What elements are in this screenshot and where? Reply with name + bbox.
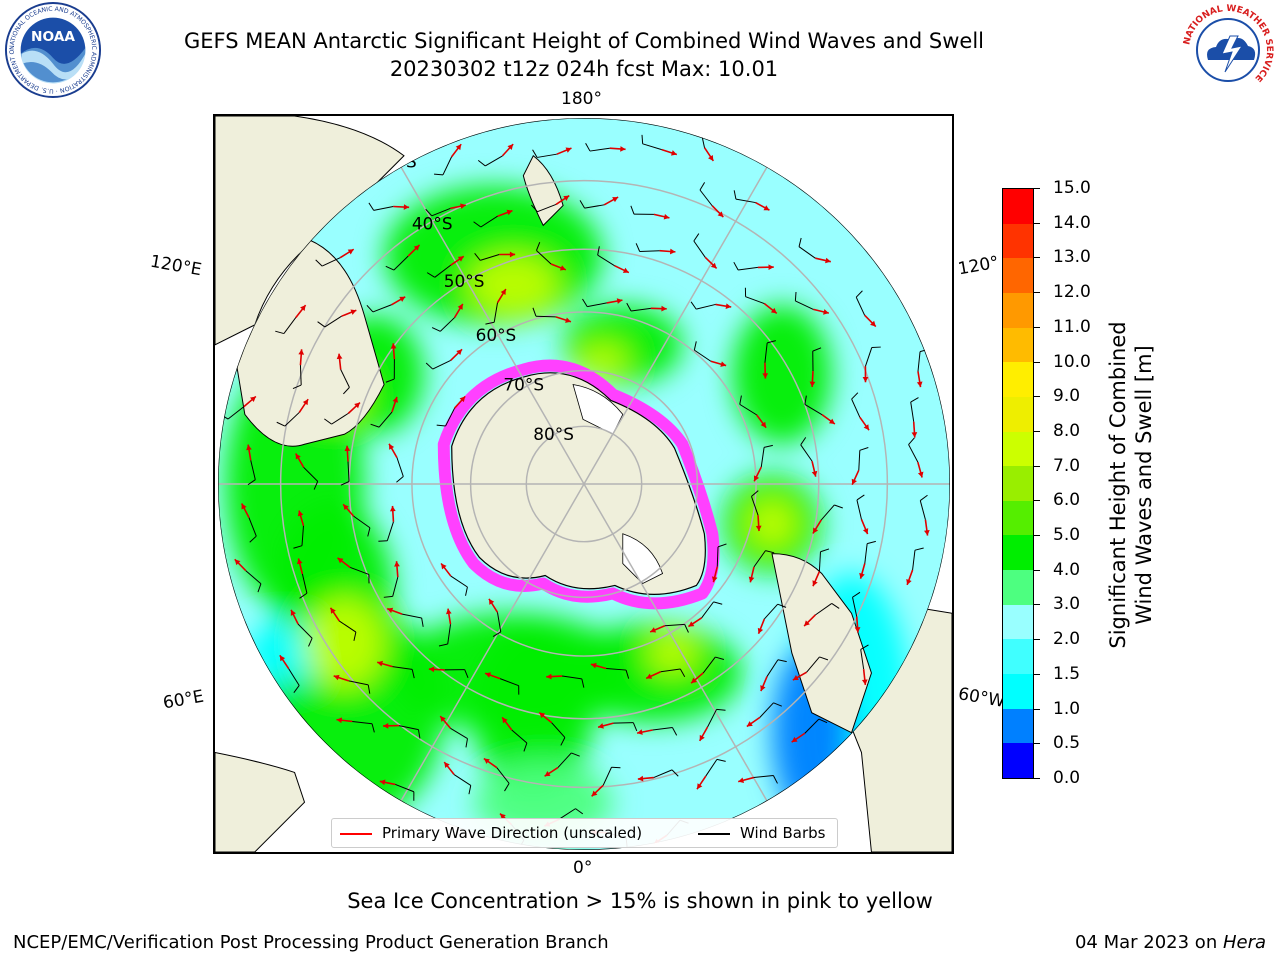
lon-label-120w: 120° bbox=[956, 252, 1001, 280]
colorbar-swatch bbox=[1003, 604, 1033, 640]
lat-label-70s: 70°S bbox=[503, 375, 544, 395]
colorbar-swatch bbox=[1003, 638, 1033, 675]
lon-label-60e: 60°E bbox=[161, 686, 206, 714]
colorbar-tick-mark bbox=[1034, 604, 1040, 606]
colorbar-tick-label: 8.0 bbox=[1053, 420, 1081, 441]
colorbar-label: Significant Height of Combined Wind Wave… bbox=[1105, 185, 1157, 785]
chart-title: GEFS MEAN Antarctic Significant Height o… bbox=[0, 27, 1168, 83]
polar-map: 30°S 40°S 50°S 60°S 70°S 80°S bbox=[215, 116, 952, 852]
colorbar-swatch bbox=[1003, 292, 1033, 328]
lat-label-80s: 80°S bbox=[533, 424, 574, 444]
colorbar-tick-label: 14.0 bbox=[1053, 212, 1091, 233]
title-line-1: GEFS MEAN Antarctic Significant Height o… bbox=[183, 29, 985, 53]
colorbar-tick-label: 5.0 bbox=[1053, 525, 1081, 546]
colorbar-tick-label: 0.0 bbox=[1053, 768, 1081, 788]
colorbar-tick-label: 7.0 bbox=[1053, 455, 1081, 476]
colorbar-tick-mark bbox=[1034, 361, 1040, 363]
colorbar-tick-mark bbox=[1034, 673, 1040, 675]
colorbar-swatch bbox=[1003, 396, 1033, 432]
colorbar-tick-label: 15.0 bbox=[1053, 178, 1091, 198]
title-line-2: 20230302 t12z 024h fcst Max: 10.01 bbox=[389, 57, 779, 81]
colorbar-tick-label: 3.0 bbox=[1053, 594, 1081, 615]
colorbar-tick-label: 9.0 bbox=[1053, 386, 1081, 407]
wind-barbs bbox=[220, 122, 929, 849]
nws-logo: NATIONAL WEATHER SERVICE bbox=[1180, 2, 1276, 98]
colorbar-tick-mark bbox=[1034, 326, 1040, 328]
lat-label-60s: 60°S bbox=[476, 325, 517, 345]
colorbar-swatch bbox=[1003, 742, 1033, 778]
colorbar-swatch bbox=[1003, 708, 1033, 744]
colorbar-tick-label: 0.5 bbox=[1053, 733, 1081, 754]
colorbar-tick-label: 2.0 bbox=[1053, 629, 1081, 650]
noaa-logo-text: NOAA bbox=[31, 29, 75, 45]
colorbar-tick-mark bbox=[1034, 396, 1040, 398]
colorbar-tick-label: 1.5 bbox=[1053, 663, 1081, 684]
colorbar-swatch bbox=[1003, 361, 1033, 397]
map-panel: 30°S 40°S 50°S 60°S 70°S 80°S bbox=[213, 114, 954, 854]
colorbar-tick-mark bbox=[1034, 743, 1040, 745]
colorbar-tick-label: 11.0 bbox=[1053, 316, 1091, 337]
colorbar-swatch bbox=[1003, 673, 1033, 709]
colorbar-swatch bbox=[1003, 257, 1033, 293]
colorbar-tick-mark bbox=[1034, 639, 1040, 641]
lon-label-0: 0° bbox=[573, 858, 593, 878]
colorbar-tick-mark bbox=[1034, 778, 1040, 779]
sea-ice-note: Sea Ice Concentration > 15% is shown in … bbox=[347, 889, 933, 913]
lon-label-120e: 120°E bbox=[148, 251, 204, 281]
footer-credit: NCEP/EMC/Verification Post Processing Pr… bbox=[13, 932, 609, 953]
lat-label-50s: 50°S bbox=[444, 271, 485, 291]
colorbar-tick-mark bbox=[1034, 257, 1040, 259]
colorbar-label-line1: Significant Height of Combined bbox=[1106, 321, 1130, 649]
legend-barb-line bbox=[698, 833, 730, 835]
colorbar-swatch bbox=[1003, 223, 1033, 259]
colorbar-tick-mark bbox=[1034, 569, 1040, 571]
colorbar-swatch bbox=[1003, 327, 1033, 363]
legend-barb-label: Wind Barbs bbox=[740, 824, 826, 842]
colorbar-tick-label: 4.0 bbox=[1053, 559, 1081, 580]
footer-host: Hera bbox=[1222, 932, 1266, 953]
colorbar-tick-mark bbox=[1034, 292, 1040, 294]
colorbar-swatch bbox=[1003, 430, 1033, 467]
colorbar-tick-mark bbox=[1034, 708, 1040, 710]
colorbar-swatch bbox=[1003, 569, 1033, 605]
colorbar-tick-mark bbox=[1034, 188, 1040, 189]
lon-label-60w: 60°W bbox=[956, 684, 1007, 712]
colorbar-tick-mark bbox=[1034, 465, 1040, 467]
colorbar-swatch bbox=[1003, 534, 1033, 571]
legend-wave-line bbox=[340, 833, 372, 835]
colorbar-tick-label: 13.0 bbox=[1053, 247, 1091, 268]
colorbar-tick-mark bbox=[1034, 500, 1040, 502]
lon-label-180: 180° bbox=[561, 89, 602, 109]
colorbar-tick-mark bbox=[1034, 430, 1040, 432]
map-legend: Primary Wave Direction (unscaled) Wind B… bbox=[331, 818, 838, 848]
footer-date: 04 Mar 2023 on Hera bbox=[1075, 932, 1266, 953]
colorbar-tick-label: 12.0 bbox=[1053, 282, 1091, 303]
colorbar-label-line2: Wind Waves and Swell [m] bbox=[1132, 345, 1156, 625]
legend-wave-label: Primary Wave Direction (unscaled) bbox=[382, 824, 643, 842]
colorbar-tick-label: 10.0 bbox=[1053, 351, 1091, 372]
colorbar-swatch bbox=[1003, 189, 1033, 224]
lat-label-40s: 40°S bbox=[412, 213, 453, 233]
graticule bbox=[217, 117, 951, 851]
colorbar-tick-mark bbox=[1034, 222, 1040, 224]
colorbar-tick-mark bbox=[1034, 535, 1040, 537]
colorbar-swatch bbox=[1003, 465, 1033, 501]
noaa-logo: NATIONAL OCEANIC AND ATMOSPHERIC ADMINIS… bbox=[4, 1, 102, 99]
colorbar-tick-label: 6.0 bbox=[1053, 490, 1081, 511]
wave-direction-arrows bbox=[234, 143, 930, 845]
colorbar bbox=[1002, 188, 1034, 779]
footer-date-text: 04 Mar 2023 on bbox=[1074, 932, 1223, 953]
colorbar-swatch bbox=[1003, 500, 1033, 536]
colorbar-tick-label: 1.0 bbox=[1053, 698, 1081, 719]
